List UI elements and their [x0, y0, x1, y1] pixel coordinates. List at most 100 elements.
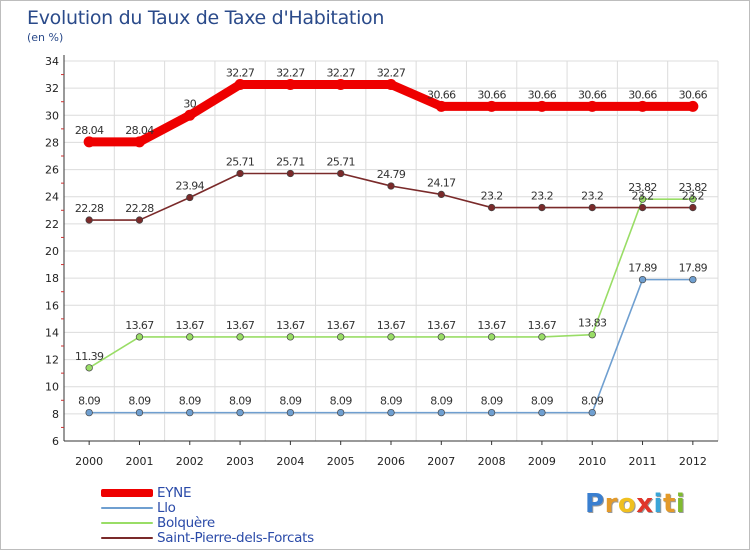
y-tick-label: 16 — [45, 299, 59, 312]
data-labels: 28.04 28.04 30 32.27 32.27 32.27 32.27 30.66 30.… — [75, 66, 708, 407]
data-point — [236, 333, 244, 341]
data-point — [135, 216, 144, 224]
data-label: 30.66 — [477, 88, 506, 101]
x-tick-label: 2011 — [629, 455, 657, 468]
data-label: 13.83 — [578, 317, 607, 330]
data-label: 8.09 — [279, 395, 302, 408]
data-label: 17.89 — [628, 262, 657, 275]
data-label: 25.71 — [326, 156, 355, 169]
data-point — [538, 408, 546, 417]
x-tick-label: 2004 — [276, 455, 304, 468]
logo-letter: x — [636, 489, 654, 519]
data-label: 13.67 — [226, 319, 255, 332]
legend-swatch — [101, 489, 153, 497]
data-point — [387, 182, 395, 190]
data-point — [133, 136, 145, 148]
data-point — [487, 333, 496, 341]
data-point — [236, 169, 244, 178]
data-point — [638, 275, 647, 284]
data-point — [689, 195, 697, 203]
data-point — [536, 100, 548, 112]
y-tick-label: 8 — [52, 408, 59, 421]
logo-letter: o — [617, 489, 637, 519]
data-point — [588, 408, 596, 417]
x-tick-label: 2009 — [528, 455, 556, 468]
data-point — [135, 408, 144, 417]
data-label: 13.67 — [276, 319, 305, 332]
data-label: 23.94 — [176, 180, 205, 193]
data-label: 8.09 — [128, 395, 151, 408]
data-label: 13.67 — [326, 319, 355, 332]
data-label: 8.09 — [330, 395, 353, 408]
data-point — [437, 333, 445, 341]
series-1 — [85, 275, 697, 417]
logo-letter: i — [675, 489, 686, 519]
y-tick-label: 22 — [45, 218, 59, 231]
data-label: 13.67 — [125, 319, 154, 332]
data-label: 30 — [183, 97, 196, 110]
data-point — [486, 100, 498, 112]
data-label: 13.67 — [477, 319, 506, 332]
data-label: 8.09 — [430, 395, 453, 408]
x-tick-label: 2010 — [578, 455, 606, 468]
data-label: 23.2 — [531, 190, 553, 203]
data-point — [487, 408, 496, 417]
data-label: 23.82 — [679, 181, 708, 194]
data-point — [387, 333, 395, 341]
data-point — [687, 100, 699, 112]
data-point — [335, 78, 347, 90]
y-tick-label: 12 — [45, 354, 59, 367]
y-tick-label: 14 — [45, 326, 59, 339]
data-point — [284, 78, 296, 90]
x-tick-label: 2000 — [75, 455, 103, 468]
data-label: 23.2 — [581, 190, 603, 203]
legend-label: Bolquère — [157, 515, 215, 531]
data-label: 13.67 — [377, 319, 406, 332]
data-point — [184, 109, 196, 121]
data-label: 8.09 — [179, 395, 202, 408]
legend-label: EYNE — [157, 485, 192, 501]
data-label: 13.67 — [176, 319, 205, 332]
logo-letter: P — [585, 489, 605, 519]
proxiti-logo: Proxiti — [585, 489, 685, 519]
data-label: 13.67 — [427, 319, 456, 332]
y-tick-label: 20 — [45, 245, 59, 258]
data-label: 32.27 — [326, 66, 355, 79]
y-tick-label: 24 — [45, 191, 59, 204]
data-label: 30.66 — [628, 88, 657, 101]
data-point — [135, 333, 144, 341]
data-label: 23.82 — [628, 181, 657, 194]
legend-swatch — [101, 521, 153, 525]
data-point — [638, 195, 647, 203]
data-point — [387, 408, 395, 417]
data-point — [586, 100, 598, 112]
data-point — [286, 408, 295, 417]
data-point — [435, 100, 447, 112]
data-point — [186, 408, 194, 417]
data-label: 25.71 — [226, 156, 255, 169]
logo-letter: r — [604, 489, 618, 519]
y-tick-label: 34 — [45, 55, 59, 68]
x-tick-label: 2005 — [327, 455, 355, 468]
data-point — [437, 190, 445, 199]
legend-label: Saint-Pierre-dels-Forcats — [157, 530, 314, 546]
x-tick-label: 2002 — [176, 455, 204, 468]
y-unit-label: (en %) — [27, 31, 64, 44]
y-tick-label: 10 — [45, 381, 59, 394]
data-label: 8.09 — [531, 395, 554, 408]
data-point — [487, 203, 496, 212]
logo-letter: t — [662, 489, 676, 519]
data-label: 8.09 — [481, 395, 504, 408]
data-label: 30.66 — [679, 88, 708, 101]
axes: 6 8 10 12 14 16 18 20 22 24 26 28 30 32 34 2000 2001 2002… — [45, 55, 718, 468]
data-label: 11.39 — [75, 350, 104, 363]
data-point — [85, 408, 93, 417]
data-label: 28.04 — [125, 124, 154, 137]
legend-label: Llo — [157, 500, 176, 516]
data-point — [186, 193, 194, 202]
data-label: 24.79 — [377, 168, 406, 181]
data-label: 8.09 — [229, 395, 252, 408]
legend-swatch — [101, 536, 153, 540]
data-label: 25.71 — [276, 156, 305, 169]
